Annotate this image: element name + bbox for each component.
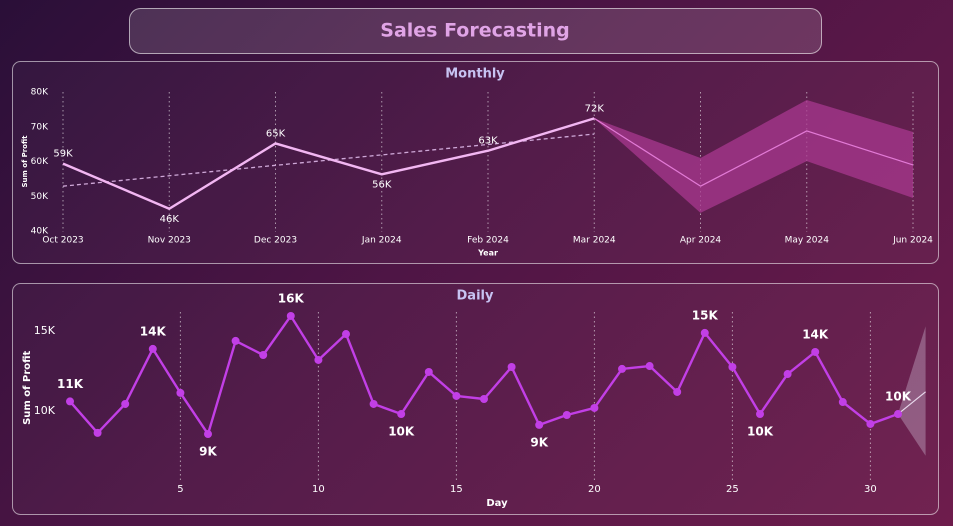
point <box>866 419 875 428</box>
x-tick-label: Apr 2024 <box>680 236 722 246</box>
x-tick-label: 30 <box>864 484 877 495</box>
data-label: 9K <box>530 435 548 449</box>
chart-title: Daily <box>457 289 494 304</box>
point <box>93 428 102 437</box>
y-tick-label: 15K <box>34 324 56 337</box>
point <box>259 351 268 359</box>
point <box>66 397 74 406</box>
point <box>618 364 626 373</box>
x-tick-label: 5 <box>177 484 183 495</box>
monthly-panel <box>12 61 939 264</box>
point <box>480 395 488 403</box>
point <box>700 328 709 337</box>
line <box>62 117 595 210</box>
point <box>369 399 378 408</box>
point <box>811 347 820 356</box>
data-label: 46K <box>160 214 180 225</box>
x-tick-label: Nov 2023 <box>148 236 191 246</box>
forecast-connector <box>593 117 701 187</box>
point <box>590 403 599 412</box>
daily-chart: Daily 10K 15K 5 10 15 20 25 30 Day Sum of Profit 11… <box>22 289 926 509</box>
header-title: Sales Forecasting <box>380 20 569 42</box>
point <box>535 420 544 429</box>
data-label: 63K <box>478 136 498 147</box>
forecast-band <box>898 326 926 456</box>
daily-panel <box>12 283 939 515</box>
x-tick-label: 10 <box>312 484 325 495</box>
x-tick-label: Jun 2024 <box>892 236 933 246</box>
data-label: 16K <box>278 291 305 305</box>
x-tick-label: 25 <box>726 484 739 495</box>
x-tick-label: Jan 2024 <box>361 236 402 246</box>
point <box>728 363 737 371</box>
data-label: 10K <box>885 390 912 404</box>
data-label: 59K <box>53 149 73 160</box>
point <box>286 311 295 320</box>
y-axis-title: Sum of Profit <box>21 135 29 188</box>
x-axis-title: Year <box>477 249 498 258</box>
point <box>314 355 323 364</box>
point <box>645 362 654 371</box>
data-label: 10K <box>388 425 415 439</box>
x-tick-label: 20 <box>588 484 601 495</box>
point <box>673 387 682 396</box>
header-box <box>129 8 822 54</box>
point <box>838 398 847 407</box>
point <box>204 430 212 439</box>
chart-title: Monthly <box>445 67 505 82</box>
forecast-line <box>700 130 914 187</box>
x-tick-label: Feb 2024 <box>467 236 509 246</box>
point <box>562 411 571 419</box>
data-label: 15K <box>692 308 719 322</box>
point <box>342 330 350 339</box>
data-label: 72K <box>585 103 605 114</box>
data-label: 11K <box>57 377 84 391</box>
data-label: 14K <box>140 324 167 338</box>
y-tick-label: 80K <box>31 88 49 98</box>
y-tick-label: 70K <box>31 122 49 132</box>
x-tick-label: 15 <box>450 484 463 495</box>
x-tick-label: Oct 2023 <box>42 236 83 246</box>
point <box>507 363 516 371</box>
y-tick-label: 10K <box>34 404 56 417</box>
point <box>121 399 130 408</box>
point <box>176 388 185 397</box>
y-axis-title: Sum of Profit <box>22 350 33 424</box>
y-tick-label: 60K <box>31 157 49 167</box>
x-tick-label: Dec 2023 <box>254 236 297 246</box>
point <box>783 370 792 379</box>
forecast-connector <box>897 391 926 415</box>
data-label: 10K <box>747 425 774 439</box>
data-label: 9K <box>199 445 217 459</box>
point <box>231 336 240 345</box>
point <box>424 367 433 376</box>
data-label: 56K <box>372 179 392 190</box>
forecast-band <box>594 99 913 213</box>
point <box>148 344 157 353</box>
x-tick-label: Mar 2024 <box>573 236 616 246</box>
data-label: 14K <box>802 327 829 341</box>
x-tick-label: May 2024 <box>785 236 830 246</box>
point <box>756 410 764 419</box>
point <box>397 410 406 419</box>
y-tick-label: 50K <box>31 192 49 202</box>
y-tick-label: 40K <box>31 227 49 237</box>
point <box>894 410 902 419</box>
x-axis-title: Day <box>486 498 508 509</box>
point <box>452 391 461 400</box>
data-label: 65K <box>266 128 286 139</box>
monthly-chart: Monthly 40K 50K 60K 70K 80K Oct 2023 Nov 2023 De… <box>21 67 933 258</box>
